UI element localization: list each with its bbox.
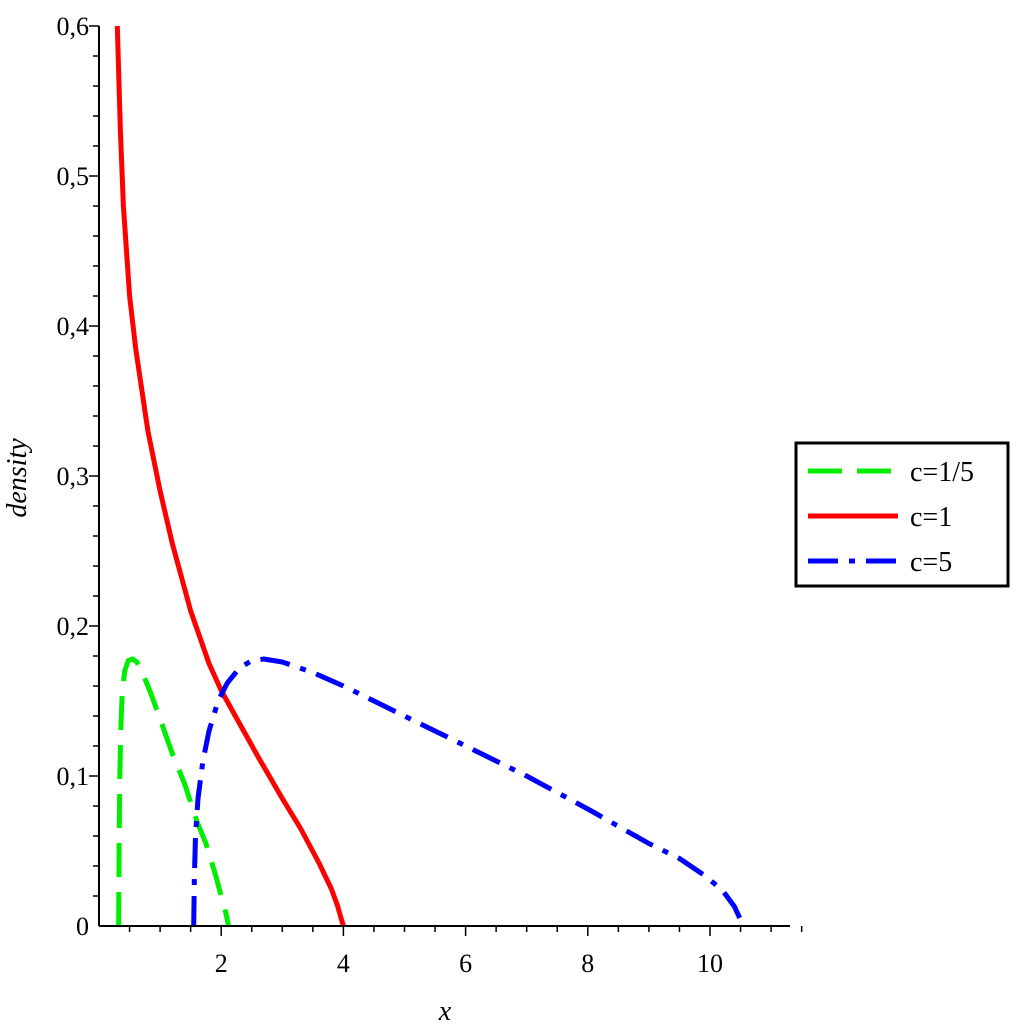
axes: 2 4 6 8 10 0 0,1 0,2 0,3 0,4 0,5 0,6 x density bbox=[2, 12, 803, 1027]
legend-label-1: c=1/5 bbox=[910, 457, 974, 488]
x-tick-label: 4 bbox=[337, 949, 350, 978]
x-tick-label: 8 bbox=[581, 949, 594, 978]
series-line-3 bbox=[191, 656, 743, 927]
legend-label-3: c=5 bbox=[910, 547, 952, 578]
plot-area bbox=[114, 25, 743, 927]
x-tick-label: 2 bbox=[215, 949, 228, 978]
y-tick-label: 0,6 bbox=[57, 12, 90, 41]
y-axis-title: density bbox=[2, 438, 33, 518]
legend: c=1/5 c=1 c=5 bbox=[794, 441, 1010, 588]
legend-label-2: c=1 bbox=[910, 502, 952, 533]
x-axis-title: x bbox=[438, 996, 452, 1027]
y-tick-label: 0,4 bbox=[57, 312, 90, 341]
y-tick-label: 0,3 bbox=[57, 462, 90, 491]
y-tick-label: 0,1 bbox=[57, 762, 90, 791]
x-tick-label: 10 bbox=[697, 949, 723, 978]
series-line-1 bbox=[116, 656, 231, 927]
y-tick-label: 0 bbox=[76, 912, 89, 941]
y-tick-label: 0,5 bbox=[57, 162, 90, 191]
y-tick-label: 0,2 bbox=[57, 612, 90, 641]
x-tick-label: 6 bbox=[459, 949, 472, 978]
series-line-2 bbox=[114, 25, 346, 927]
